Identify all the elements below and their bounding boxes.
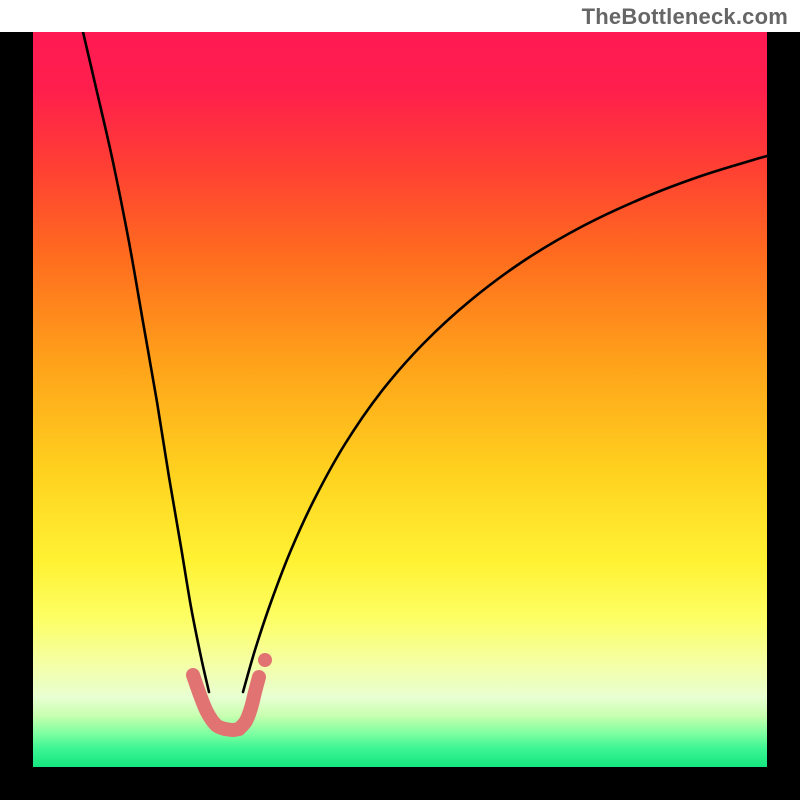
plot-outer: [33, 32, 767, 767]
plot-area: [33, 32, 767, 767]
watermark-text: TheBottleneck.com: [582, 4, 788, 30]
left-curve: [83, 32, 209, 692]
top-bar: TheBottleneck.com: [0, 0, 800, 32]
bottom-marker-right: [239, 677, 259, 729]
chart-frame: TheBottleneck.com: [0, 0, 800, 800]
right-curve: [243, 156, 767, 692]
curves-layer: [33, 32, 767, 767]
bottom-marker-left: [193, 675, 225, 729]
bottom-marker-dot: [258, 653, 272, 667]
